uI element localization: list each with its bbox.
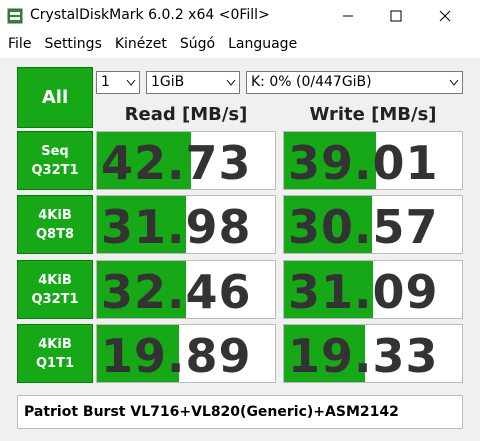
test-button[interactable]: 4KiB Q32T1 — [17, 260, 93, 319]
write-bar — [284, 325, 366, 382]
write-value: 39.01 — [288, 136, 439, 190]
test-label: Q1T1 — [35, 355, 74, 371]
test-label: 4KiB — [38, 272, 72, 288]
menu-bar: File Settings Kinézet Súgó Language — [0, 32, 480, 58]
all-button[interactable]: All — [17, 67, 93, 128]
read-header: Read [MB/s] — [124, 104, 248, 125]
test-label: 4KiB — [38, 336, 72, 352]
read-bar — [97, 261, 187, 318]
count-select[interactable]: 1 — [96, 71, 140, 94]
read-bar — [97, 196, 187, 253]
read-bar — [97, 132, 191, 189]
count-value: 1 — [101, 74, 110, 90]
drive-value: K: 0% (0/447GiB) — [251, 74, 372, 90]
write-result: 31.09 — [283, 260, 463, 319]
write-value: 19.33 — [288, 329, 439, 383]
size-select[interactable]: 1GiB — [146, 71, 240, 94]
menu-item[interactable]: File — [8, 36, 32, 52]
test-label: 4KiB — [38, 207, 72, 223]
menu-item[interactable]: Settings — [44, 36, 102, 52]
write-header: Write [MB/s] — [309, 104, 437, 125]
write-result: 19.33 — [283, 324, 463, 383]
test-label: Seq — [41, 143, 69, 159]
read-result: 42.73 — [96, 131, 276, 190]
menu-item[interactable]: Kinézet — [114, 36, 167, 52]
write-bar — [284, 196, 373, 253]
menu-item[interactable]: Language — [228, 36, 298, 52]
read-bar — [97, 325, 179, 382]
write-value: 31.09 — [288, 265, 439, 319]
test-label: Q8T8 — [35, 226, 74, 242]
test-button[interactable]: 4KiB Q1T1 — [17, 324, 93, 383]
write-result: 39.01 — [283, 131, 463, 190]
read-result: 32.46 — [96, 260, 276, 319]
read-value: 31.98 — [101, 200, 252, 254]
test-label: Q32T1 — [31, 162, 79, 178]
window-controls[interactable] — [330, 0, 480, 32]
read-result: 19.89 — [96, 324, 276, 383]
test-button[interactable]: 4KiB Q8T8 — [17, 195, 93, 254]
write-bar — [284, 261, 373, 318]
drive-name: Patriot Burst VL716+VL820(Generic)+ASM21… — [17, 395, 463, 429]
test-label: Q32T1 — [31, 291, 79, 307]
read-value: 42.73 — [101, 136, 252, 190]
test-button[interactable]: Seq Q32T1 — [17, 131, 93, 190]
read-value: 32.46 — [101, 265, 252, 319]
menu-item[interactable]: Súgó — [179, 36, 216, 52]
app-icon — [7, 8, 23, 24]
window-title: CrystalDiskMark 6.0.2 x64 <0Fill> — [30, 7, 270, 23]
size-value: 1GiB — [151, 74, 185, 90]
drive-select[interactable]: K: 0% (0/447GiB) — [246, 71, 463, 94]
write-result: 30.57 — [283, 195, 463, 254]
read-result: 31.98 — [96, 195, 276, 254]
title-bar: CrystalDiskMark 6.0.2 x64 <0Fill> — [0, 0, 480, 32]
write-bar — [284, 132, 377, 189]
read-value: 19.89 — [101, 329, 252, 383]
write-value: 30.57 — [288, 200, 439, 254]
